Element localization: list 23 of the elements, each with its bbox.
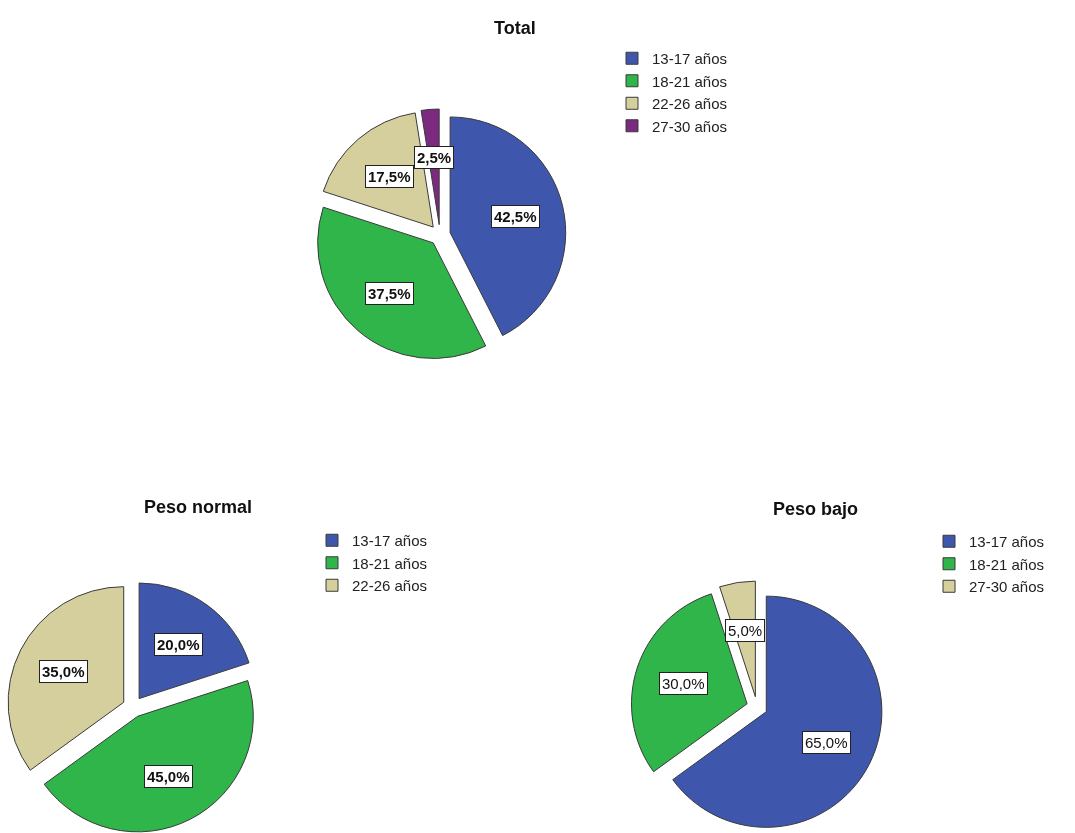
legend-label: 13-17 años	[352, 532, 428, 550]
data-label: 2,5%	[417, 149, 452, 166]
legend-label: 18-21 años	[969, 555, 1045, 573]
data-label: 45,0%	[147, 768, 190, 785]
chart-title: Peso normal	[144, 497, 253, 517]
data-label: 20,0%	[157, 636, 200, 653]
legend-label: 13-17 años	[969, 533, 1045, 551]
data-label: 37,5%	[368, 285, 411, 302]
legend-label: 18-21 años	[352, 554, 428, 572]
legend-label: 18-21 años	[652, 72, 728, 90]
data-label: 5,0%	[728, 622, 763, 639]
data-label: 30,0%	[662, 675, 705, 692]
legend-label: 22-26 años	[652, 95, 728, 113]
data-label: 42,5%	[494, 208, 537, 225]
data-label: 65,0%	[805, 734, 848, 751]
legend-label: 27-30 años	[652, 117, 728, 135]
data-label: 17,5%	[368, 168, 411, 185]
legend-label: 13-17 años	[652, 50, 728, 68]
data-label: 35,0%	[42, 663, 85, 680]
legend-label: 27-30 años	[969, 578, 1045, 596]
chart-title: Total	[494, 18, 536, 38]
chart-title: Peso bajo	[773, 499, 859, 519]
legend-label: 22-26 años	[352, 577, 428, 595]
